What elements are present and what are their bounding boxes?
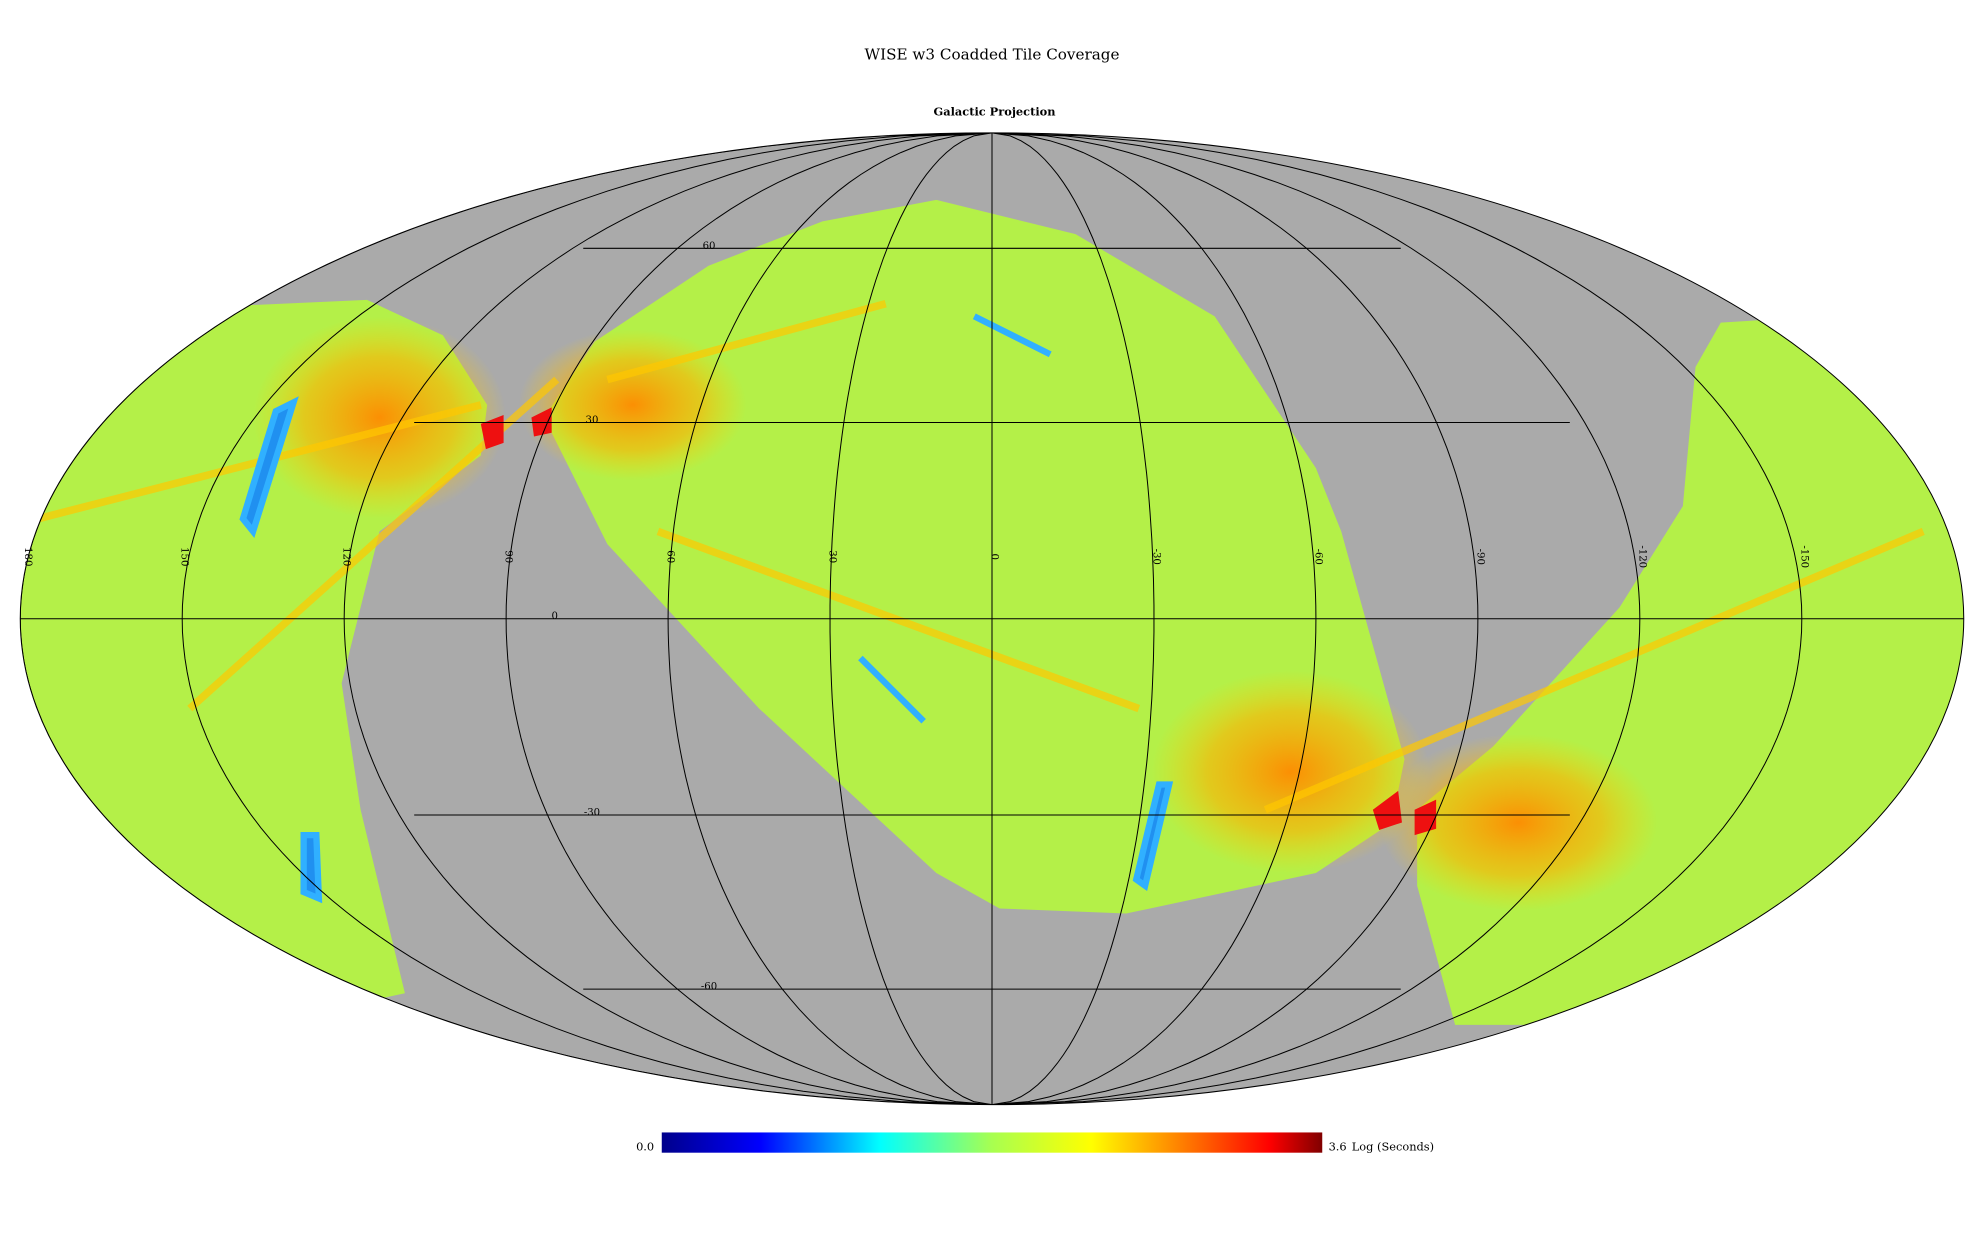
longitude-label: -30 <box>1150 549 1161 565</box>
longitude-label: -60 <box>1312 549 1323 565</box>
longitude-label: 150 <box>179 547 190 566</box>
map-subtitle: Galactic Projection <box>934 105 1057 119</box>
sky-outline <box>19 132 1965 1106</box>
colorbar-max: 3.6 <box>1329 1140 1347 1154</box>
graticule-labels: 180 150 120 90 60 30 0 -30 -60 -90 -120 -150 60 30 0 -3… <box>22 241 1809 993</box>
longitude-label: 0 <box>989 554 1000 560</box>
longitude-label: 120 <box>341 547 352 566</box>
colorbar-unit: Log (Seconds) <box>1352 1140 1434 1154</box>
latitude-label: -30 <box>584 807 600 818</box>
latitude-label: -60 <box>701 982 717 993</box>
longitude-label: 60 <box>665 550 676 563</box>
coverage-hotspot <box>253 316 507 519</box>
latitude-label: 0 <box>551 611 557 622</box>
coverage-hotspot <box>1379 733 1658 912</box>
graticule <box>20 132 1964 1105</box>
coverage-hotspot <box>518 328 747 481</box>
longitude-label: 180 <box>22 547 33 566</box>
coverage-hotspot <box>1151 670 1430 874</box>
latitude-label: 60 <box>703 241 716 252</box>
longitude-label: -120 <box>1636 545 1647 568</box>
coverage-gap <box>239 313 1174 904</box>
longitude-label: 90 <box>503 550 514 563</box>
colorbar-min: 0.0 <box>636 1140 654 1154</box>
longitude-label: 30 <box>827 550 838 563</box>
map-title: WISE w3 Coadded Tile Coverage <box>865 46 1120 64</box>
latitude-label: 30 <box>586 415 599 426</box>
longitude-label: -150 <box>1798 545 1809 568</box>
longitude-label: -90 <box>1474 549 1485 565</box>
colorbar <box>661 1132 1323 1153</box>
